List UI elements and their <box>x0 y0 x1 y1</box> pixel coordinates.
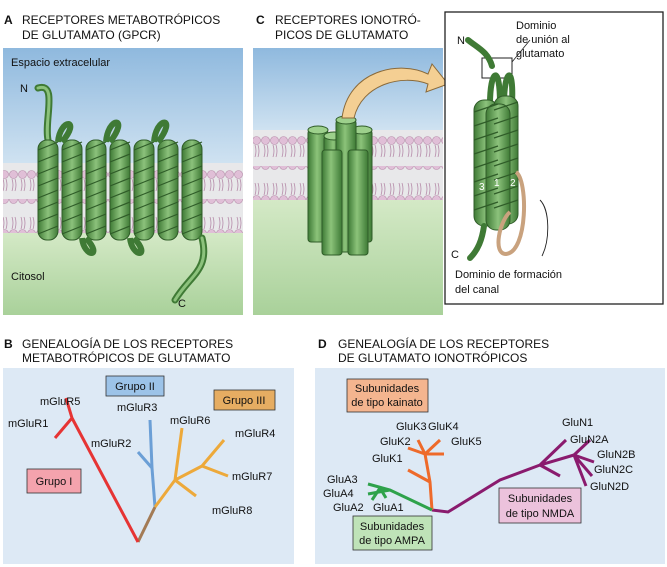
ampa-box-line2: de tipo AMPA <box>359 535 425 547</box>
n-terminus-label-c: N <box>457 35 465 47</box>
group1-branch <box>53 397 140 543</box>
helix-2-label: 2 <box>510 178 516 189</box>
leaf-glua2: GluA2 <box>333 502 364 514</box>
leaf-mglur3: mGluR3 <box>117 402 157 414</box>
leaf-mglur6: mGluR6 <box>170 415 210 427</box>
panel-d-title-1: GENEALOGÍA DE LOS RECEPTORES <box>338 336 549 351</box>
ampa-box <box>352 515 433 551</box>
nmda-box-line1: Subunidades <box>508 493 573 505</box>
panel-b-letter: B <box>4 337 13 351</box>
leaf-glun2a: GluN2A <box>570 434 609 446</box>
channel-domain-label-2: del canal <box>455 284 499 296</box>
panel-d-title-2: DE GLUTAMATO IONOTRÓPICOS <box>338 350 527 365</box>
leaf-mglur8: mGluR8 <box>212 505 252 517</box>
panel-a-title-2: DE GLUTAMATO (GPCR) <box>22 28 161 42</box>
leaf-gluk1: GluK1 <box>372 453 403 465</box>
nmda-branch <box>431 438 575 514</box>
kainate-branch <box>407 438 444 511</box>
panel-d-letter: D <box>318 337 327 351</box>
leaf-glun1: GluN1 <box>562 417 593 429</box>
leaf-mglur1: mGluR1 <box>8 418 48 430</box>
leaf-gluk3: GluK3 <box>396 421 427 433</box>
subunit-helix-bundle <box>473 95 519 231</box>
cytosol-label: Citosol <box>11 271 45 283</box>
nmda-box <box>498 487 582 524</box>
leaf-gluk2: GluK2 <box>380 436 411 448</box>
leaf-mglur4: mGluR4 <box>235 428 275 440</box>
panel-a-title-1: RECEPTORES METABOTRÓPICOS <box>22 12 220 27</box>
ampa-branch <box>367 482 433 512</box>
group1-label: Grupo I <box>36 476 73 488</box>
panel-a <box>3 48 243 315</box>
group1-box <box>26 468 82 494</box>
pore-loop <box>496 170 526 257</box>
c-terminus-label-c: C <box>451 249 459 261</box>
group2-label: Grupo II <box>115 381 155 393</box>
gpcr-helices <box>37 119 203 256</box>
ampa-box-line1: Subunidades <box>360 521 425 533</box>
kainate-box <box>346 378 429 413</box>
leaf-glua1: GluA1 <box>373 502 404 514</box>
panel-c-title-1: RECEPTORES IONOTRÓ- <box>275 12 421 27</box>
leaf-gluk4: GluK4 <box>428 421 459 433</box>
panel-d <box>315 368 665 564</box>
group3-box <box>213 389 276 411</box>
helix-1-label: 1 <box>494 178 500 189</box>
group3-branch <box>153 427 229 508</box>
tree-stem-b <box>136 506 157 543</box>
binding-domain-label-2: de unión al <box>516 34 570 46</box>
kainate-box-line1: Subunidades <box>355 383 420 395</box>
leaf-glua4: GluA4 <box>323 488 354 500</box>
panel-c-title-2: PICOS DE GLUTAMATO <box>275 28 408 42</box>
c-terminus-label-a: C <box>178 298 186 310</box>
binding-domain-label-3: glutamato <box>516 48 564 60</box>
channel-domain-label-1: Dominio de formación <box>455 269 562 281</box>
leaf-gluk5: GluK5 <box>451 436 482 448</box>
group3-label: Grupo III <box>223 395 266 407</box>
leaf-mglur2: mGluR2 <box>91 438 131 450</box>
ion-channel-cylinders <box>307 115 373 256</box>
leaf-glua3: GluA3 <box>327 474 358 486</box>
panel-c-letter: C <box>256 13 265 27</box>
group2-box <box>105 375 165 397</box>
n-terminus-label-a: N <box>20 83 28 95</box>
nmda-box-line2: de tipo NMDA <box>506 508 575 520</box>
panel-b-title-2: METABOTRÓPICOS DE GLUTAMATO <box>22 350 230 365</box>
leaf-mglur7: mGluR7 <box>232 471 272 483</box>
leaf-glun2c: GluN2C <box>594 464 633 476</box>
panel-b-title-1: GENEALOGÍA DE LOS RECEPTORES <box>22 336 233 351</box>
text-layer: A RECEPTORES METABOTRÓPICOS DE GLUTAMATO… <box>4 12 636 547</box>
panel-a-letter: A <box>4 13 13 27</box>
binding-domain-label-1: Dominio <box>516 20 556 32</box>
panel-c <box>253 11 664 315</box>
helix-3-label: 3 <box>479 182 485 193</box>
group2-branch <box>136 419 157 508</box>
leaf-glun2d: GluN2D <box>590 481 629 493</box>
leaf-mglur5: mGluR5 <box>40 396 80 408</box>
extracellular-label: Espacio extracelular <box>11 57 110 69</box>
leaf-glun2b: GluN2B <box>597 449 636 461</box>
kainate-box-line2: de tipo kainato <box>351 397 423 409</box>
panel-b <box>3 368 294 564</box>
